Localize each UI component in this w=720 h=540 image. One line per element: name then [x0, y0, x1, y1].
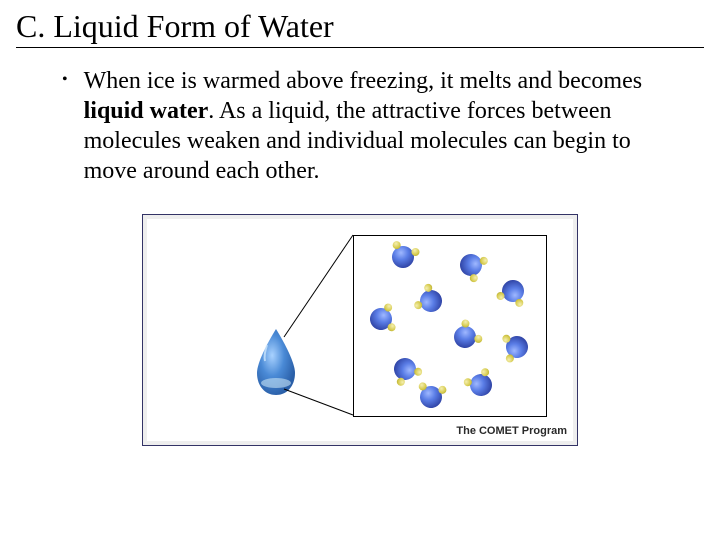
- water-molecule-icon: [466, 370, 496, 400]
- water-molecule-icon: [504, 334, 529, 359]
- bullet-block: • When ice is warmed above freezing, it …: [16, 66, 704, 186]
- bullet-marker: •: [62, 66, 68, 94]
- water-molecule-icon: [416, 286, 446, 316]
- hydrogen-atom: [438, 385, 447, 394]
- hydrogen-atom: [413, 366, 424, 377]
- zoom-box: [353, 235, 547, 417]
- water-drop-icon: [251, 327, 301, 397]
- bullet-text: When ice is warmed above freezing, it me…: [84, 66, 664, 186]
- hydrogen-atom: [514, 298, 524, 308]
- hydrogen-atom: [387, 323, 396, 332]
- bullet-bold: liquid water: [84, 98, 209, 124]
- water-molecule-icon: [418, 384, 443, 409]
- water-molecule-icon: [390, 354, 420, 384]
- figure: The COMET Program: [142, 214, 578, 446]
- figure-credit: The COMET Program: [456, 425, 567, 437]
- figure-panel: The COMET Program: [142, 214, 578, 446]
- hydrogen-atom: [468, 273, 479, 284]
- hydrogen-atom: [383, 303, 392, 312]
- page-title: C. Liquid Form of Water: [16, 8, 704, 48]
- water-molecule-icon: [450, 322, 481, 353]
- water-molecule-icon: [499, 277, 527, 305]
- water-molecule-icon: [389, 243, 417, 271]
- figure-canvas: The COMET Program: [147, 219, 573, 441]
- bullet-pre: When ice is warmed above freezing, it me…: [84, 68, 642, 94]
- water-molecule-icon: [368, 306, 393, 331]
- water-molecule-icon: [456, 250, 486, 280]
- hydrogen-atom: [505, 354, 514, 363]
